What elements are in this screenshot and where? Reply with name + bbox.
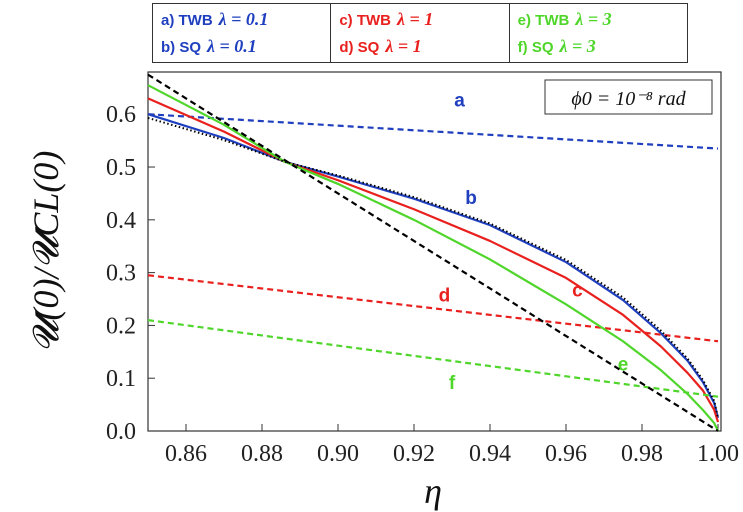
legend-lambda: λ = 3 — [575, 9, 612, 29]
legend-lambda: λ = 0.1 — [218, 9, 269, 29]
x-tick-label: 1.00 — [697, 441, 739, 467]
legend-entry: e) TWB λ = 3 — [518, 9, 679, 30]
x-tick-label: 0.94 — [469, 441, 511, 467]
legend-entry: b) SQ λ = 0.1 — [161, 36, 322, 57]
legend-label: a) TWB — [161, 12, 213, 29]
legend-entry: a) TWB λ = 0.1 — [161, 9, 322, 30]
series-line-f — [147, 319, 719, 398]
series-label-f: f — [449, 373, 456, 394]
series-label-e: e — [618, 354, 629, 375]
legend-column: a) TWB λ = 0.1 b) SQ λ = 0.1 — [153, 4, 332, 62]
y-tick-label: 0.6 — [106, 102, 136, 128]
series-label-a: a — [454, 90, 465, 111]
series-line-e — [147, 84, 719, 432]
legend-lambda: λ = 3 — [559, 36, 596, 56]
y-tick-label: 0.5 — [106, 155, 136, 181]
x-tick-label: 0.96 — [545, 441, 587, 467]
x-tick-label: 0.88 — [241, 441, 283, 467]
series-label-d: d — [439, 286, 451, 307]
y-tick-label: 0.0 — [106, 419, 136, 445]
x-tick-label: 0.92 — [393, 441, 435, 467]
legend-entry: f) SQ λ = 3 — [518, 36, 679, 57]
y-tick-label: 0.3 — [106, 261, 136, 287]
legend-label: f) SQ — [517, 39, 554, 56]
y-tick-label: 0.1 — [106, 366, 136, 392]
series-label-b: b — [465, 188, 477, 209]
series-line-a — [147, 113, 719, 150]
y-axis-label: 𝓤(0)/𝓤CL(0) — [26, 151, 66, 353]
legend-column: c) TWB λ = 1 d) SQ λ = 1 — [331, 4, 510, 62]
plot-frame — [147, 71, 722, 432]
x-tick-label: 0.90 — [317, 441, 359, 467]
series-line-c — [147, 97, 720, 423]
annotation-text: ϕ0 = 10⁻⁸ rad — [571, 88, 686, 110]
x-tick-label: 0.98 — [621, 441, 663, 467]
series-line-b — [147, 113, 720, 419]
legend-label: b) SQ — [161, 39, 201, 56]
annotation-box — [544, 79, 713, 115]
legend-entry: d) SQ λ = 1 — [339, 36, 500, 57]
series-line-ref-7 — [147, 73, 719, 432]
legend-lambda: λ = 0.1 — [207, 36, 257, 56]
legend-label: e) TWB — [517, 12, 570, 29]
legend-entry: c) TWB λ = 1 — [339, 9, 500, 30]
y-tick-label: 0.4 — [106, 208, 136, 234]
series-label-c: c — [572, 280, 583, 301]
legend-lambda: λ = 1 — [397, 9, 434, 29]
series-line-d — [147, 274, 719, 343]
legend-label: c) TWB — [339, 12, 391, 29]
y-tick-label: 0.2 — [106, 313, 136, 339]
x-axis-label: η — [424, 471, 442, 511]
legend-label: d) SQ — [339, 39, 380, 56]
series-line-ref-6 — [147, 116, 719, 419]
legend-lambda: λ = 1 — [385, 36, 422, 56]
legend-column: e) TWB λ = 3 f) SQ λ = 3 — [510, 4, 687, 62]
legend-box: a) TWB λ = 0.1 b) SQ λ = 0.1 c) TWB λ = 1 d) S… — [152, 3, 688, 63]
x-tick-label: 0.86 — [165, 441, 207, 467]
